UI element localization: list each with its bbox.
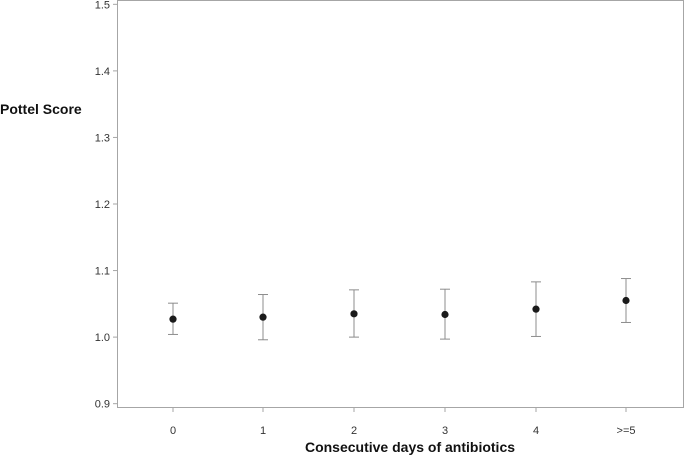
y-tick-label: 1.4: [95, 66, 110, 78]
data-point: [350, 310, 358, 318]
data-point: [532, 305, 540, 313]
x-axis-title: Consecutive days of antibiotics: [305, 439, 515, 455]
y-axis: 0.9 1.0 1.1 1.2 1.3 1.4 1.5: [95, 0, 118, 411]
plot-area-frame: [117, 0, 684, 408]
x-tick-label: 4: [533, 425, 539, 437]
x-tick-label: 1: [260, 425, 266, 437]
data-point: [259, 313, 267, 321]
y-tick-label: 1.2: [95, 199, 110, 211]
x-tick-label: >=5: [617, 425, 636, 437]
x-tick-label: 2: [351, 425, 357, 437]
x-tick-label: 0: [170, 425, 176, 437]
error-bars: [168, 278, 631, 341]
data-point: [169, 315, 177, 323]
y-tick-label: 1.3: [95, 132, 110, 144]
data-point: [441, 310, 449, 319]
x-axis: 0 1 2 3 4 >=5: [170, 407, 636, 437]
data-points: [169, 296, 630, 323]
y-tick-label: 0.9: [95, 399, 110, 411]
x-tick-label: 3: [442, 425, 448, 437]
y-tick-label: 1.1: [95, 266, 110, 278]
y-axis-title: Pottel Score: [0, 101, 82, 117]
y-tick-label: 1.5: [95, 0, 110, 11]
y-tick-label: 1.0: [95, 332, 110, 344]
data-point: [622, 296, 630, 305]
